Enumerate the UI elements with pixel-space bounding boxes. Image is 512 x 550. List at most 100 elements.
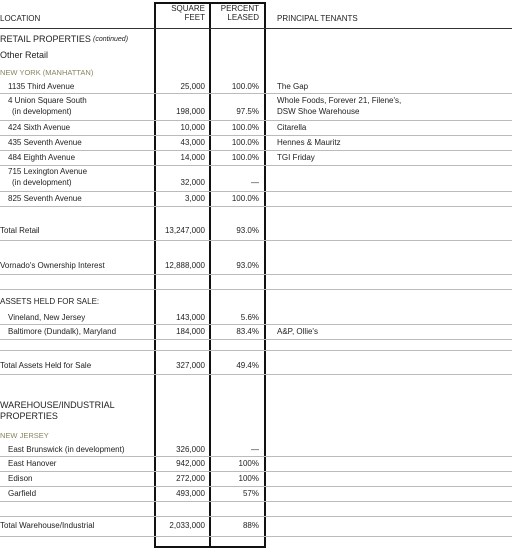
tenant: TGI Friday	[277, 153, 315, 162]
tenant: DSW Shoe Warehouse	[277, 107, 360, 116]
tenant: Hennes & Mauritz	[277, 138, 341, 147]
header-percent-leased: PERCENT	[220, 4, 259, 13]
column-rule	[264, 2, 266, 548]
row-rule	[0, 374, 512, 375]
percent-leased: 100%	[238, 474, 259, 483]
square-feet: 143,000	[176, 313, 205, 322]
location: Total Retail	[0, 226, 40, 235]
square-feet: 326,000	[176, 445, 205, 454]
location: East Hanover	[8, 459, 57, 468]
location: (in development)	[12, 107, 72, 116]
column-rule	[154, 2, 156, 548]
square-feet: 327,000	[176, 361, 205, 370]
row-rule	[0, 206, 512, 207]
square-feet: 184,000	[176, 327, 205, 336]
percent-leased: —	[251, 178, 259, 187]
square-feet: 493,000	[176, 489, 205, 498]
header-square-feet: SQUARE	[171, 4, 205, 13]
tenant: The Gap	[277, 82, 309, 91]
row-rule	[0, 240, 512, 241]
percent-leased: 100.0%	[231, 82, 259, 91]
location: East Brunswick (in development)	[8, 445, 125, 454]
square-feet: 3,000	[184, 194, 205, 203]
location: (continued)	[93, 36, 129, 43]
row-rule	[0, 165, 512, 166]
row-rule	[0, 324, 512, 325]
percent-leased: 100.0%	[231, 194, 259, 203]
location: WAREHOUSE/INDUSTRIAL	[0, 400, 115, 410]
row-rule	[0, 150, 512, 151]
row-rule	[0, 274, 512, 275]
square-feet: 12,888,000	[164, 261, 205, 270]
tenant: Citarella	[277, 123, 307, 132]
location: 1135 Third Avenue	[8, 82, 75, 91]
percent-leased: 57%	[242, 489, 259, 498]
percent-leased: 100.0%	[231, 138, 259, 147]
row-rule	[0, 339, 512, 340]
header-square-feet: FEET	[184, 13, 205, 22]
location: (in development)	[12, 178, 72, 187]
square-feet: 272,000	[176, 474, 205, 483]
row-rule	[0, 120, 512, 121]
header-location: LOCATION	[0, 14, 41, 23]
square-feet: 32,000	[180, 178, 205, 187]
location: Other Retail	[0, 50, 49, 60]
percent-leased: 83.4%	[236, 327, 259, 336]
location: Total Assets Held for Sale	[0, 361, 92, 370]
location: PROPERTIES	[0, 411, 58, 421]
column-rule	[209, 2, 211, 548]
header-tenants: PRINCIPAL TENANTS	[277, 14, 358, 23]
percent-leased: 97.5%	[236, 107, 259, 116]
box-top	[155, 2, 266, 4]
square-feet: 10,000	[180, 123, 205, 132]
location: 484 Eighth Avenue	[8, 153, 76, 162]
tenant: A&P, Ollie's	[277, 327, 318, 336]
row-rule	[0, 456, 512, 457]
percent-leased: —	[251, 445, 259, 454]
location: Vineland, New Jersey	[8, 313, 86, 322]
row-rule	[0, 289, 512, 290]
header-rule	[0, 28, 512, 29]
header-percent-leased: LEASED	[227, 13, 259, 22]
percent-leased: 100.0%	[231, 153, 259, 162]
square-feet: 942,000	[176, 459, 205, 468]
location: NEW JERSEY	[0, 431, 49, 440]
square-feet: 13,247,000	[164, 226, 205, 235]
row-rule	[0, 501, 512, 502]
row-rule	[0, 471, 512, 472]
location: 715 Lexington Avenue	[8, 167, 88, 176]
row-rule	[0, 516, 512, 517]
location: 4 Union Square South	[8, 96, 87, 105]
percent-leased: 93.0%	[236, 261, 259, 270]
percent-leased: 5.6%	[240, 313, 259, 322]
location: Edison	[8, 474, 33, 483]
location: Baltimore (Dundalk), Maryland	[8, 327, 117, 336]
tenant: Whole Foods, Forever 21, Filene's,	[277, 96, 402, 105]
percent-leased: 88%	[242, 521, 259, 530]
location: Total Warehouse/Industrial	[0, 521, 95, 530]
row-rule	[0, 191, 512, 192]
box-bottom	[155, 546, 266, 548]
square-feet: 198,000	[176, 107, 205, 116]
percent-leased: 100%	[238, 459, 259, 468]
square-feet: 25,000	[180, 82, 205, 91]
row-rule	[0, 486, 512, 487]
location: ASSETS HELD FOR SALE:	[0, 297, 100, 306]
row-rule	[0, 93, 512, 94]
location: 435 Seventh Avenue	[8, 138, 82, 147]
square-feet: 14,000	[180, 153, 205, 162]
location: RETAIL PROPERTIES	[0, 34, 91, 44]
square-feet: 43,000	[180, 138, 205, 147]
location: Vornado's Ownership Interest	[0, 261, 105, 270]
percent-leased: 100.0%	[231, 123, 259, 132]
square-feet: 2,033,000	[169, 521, 205, 530]
location: NEW YORK (MANHATTAN)	[0, 68, 94, 77]
percent-leased: 49.4%	[236, 361, 259, 370]
row-rule	[0, 135, 512, 136]
location: 825 Seventh Avenue	[8, 194, 82, 203]
location: 424 Sixth Avenue	[8, 123, 71, 132]
row-rule	[0, 350, 512, 351]
percent-leased: 93.0%	[236, 226, 259, 235]
row-rule	[0, 536, 512, 537]
